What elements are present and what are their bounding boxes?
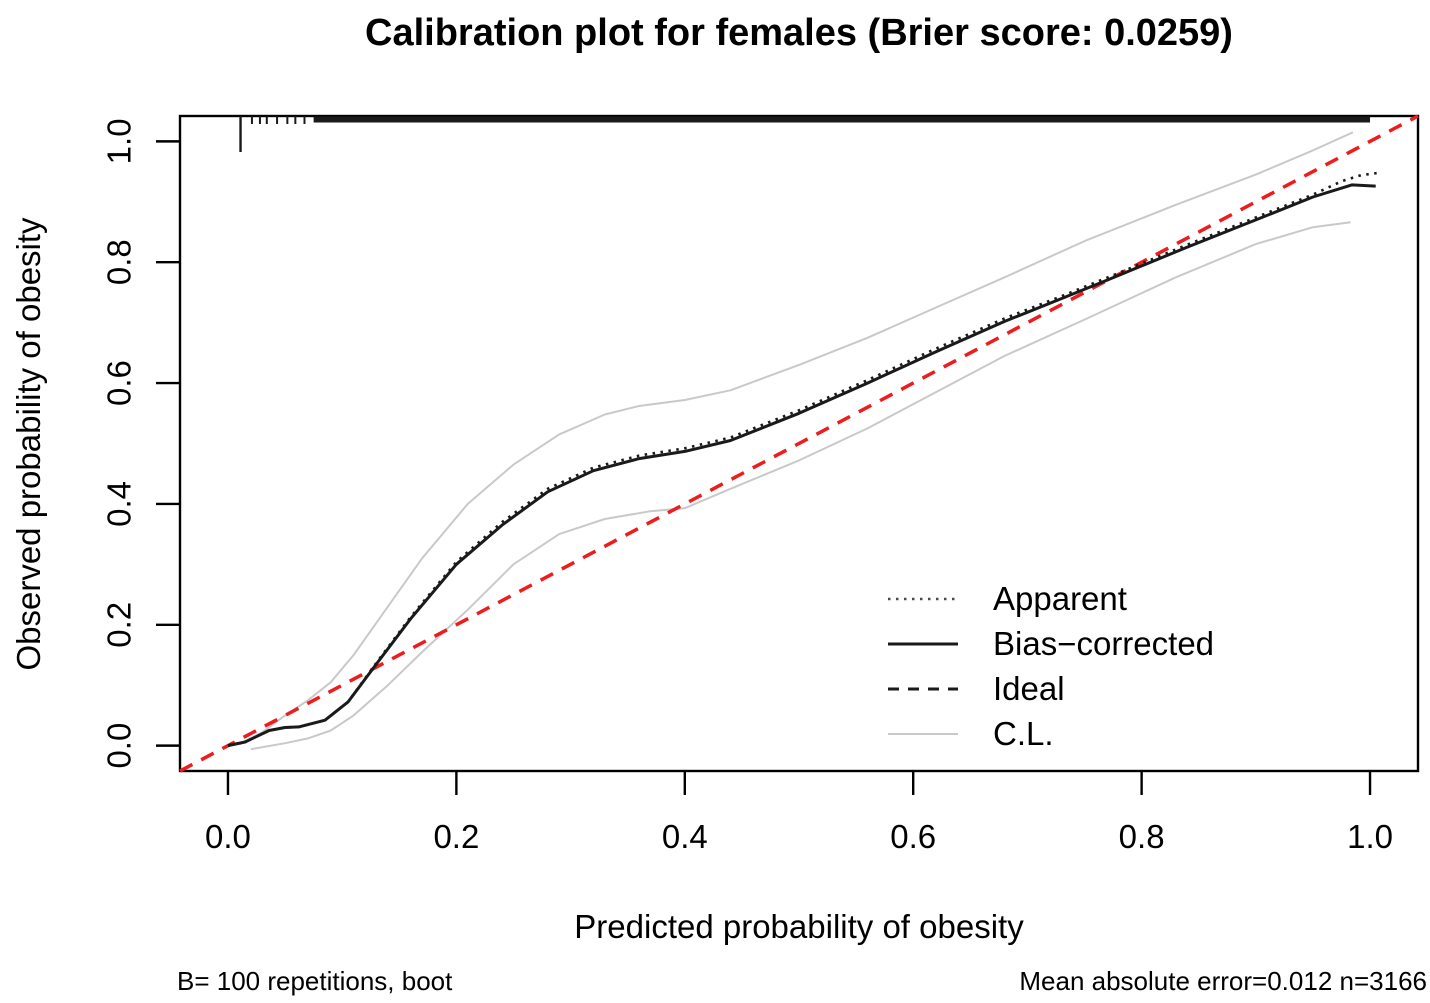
y-tick-label: 0.6 bbox=[101, 360, 138, 406]
chart-title: Calibration plot for females (Brier scor… bbox=[365, 12, 1233, 54]
legend-label: Apparent bbox=[993, 580, 1127, 617]
plot-frame bbox=[178, 114, 1420, 773]
series-apparent bbox=[227, 171, 1380, 747]
y-tick-label: 0.0 bbox=[101, 723, 138, 769]
legend-label: Ideal bbox=[993, 670, 1065, 707]
x-tick-label: 0.0 bbox=[205, 818, 251, 855]
x-axis-label: Predicted probability of obesity bbox=[574, 908, 1024, 945]
x-tick-label: 0.8 bbox=[1119, 818, 1165, 855]
annotation-mean-absolute-error: Mean absolute error=0.012 n=3166 bbox=[1019, 966, 1427, 996]
series-bias-corrected bbox=[227, 183, 1376, 748]
y-tick-label: 0.8 bbox=[101, 239, 138, 285]
y-tick-label: 0.4 bbox=[101, 481, 138, 527]
series-cl-upper bbox=[238, 131, 1354, 746]
x-tick-label: 0.2 bbox=[433, 818, 479, 855]
legend-label: C.L. bbox=[993, 715, 1054, 752]
x-tick-label: 0.6 bbox=[890, 818, 936, 855]
series-cl-lower bbox=[250, 221, 1351, 751]
x-tick-label: 1.0 bbox=[1347, 818, 1393, 855]
y-axis-label: Observed probability of obesity bbox=[10, 217, 47, 671]
y-tick-label: 0.2 bbox=[101, 602, 138, 648]
annotation-bootstrap: B= 100 repetitions, boot bbox=[177, 966, 453, 996]
series-ideal bbox=[179, 114, 1419, 773]
x-tick-label: 0.4 bbox=[662, 818, 708, 855]
legend-label: Bias−corrected bbox=[993, 625, 1214, 662]
y-tick-label: 1.0 bbox=[101, 118, 138, 164]
